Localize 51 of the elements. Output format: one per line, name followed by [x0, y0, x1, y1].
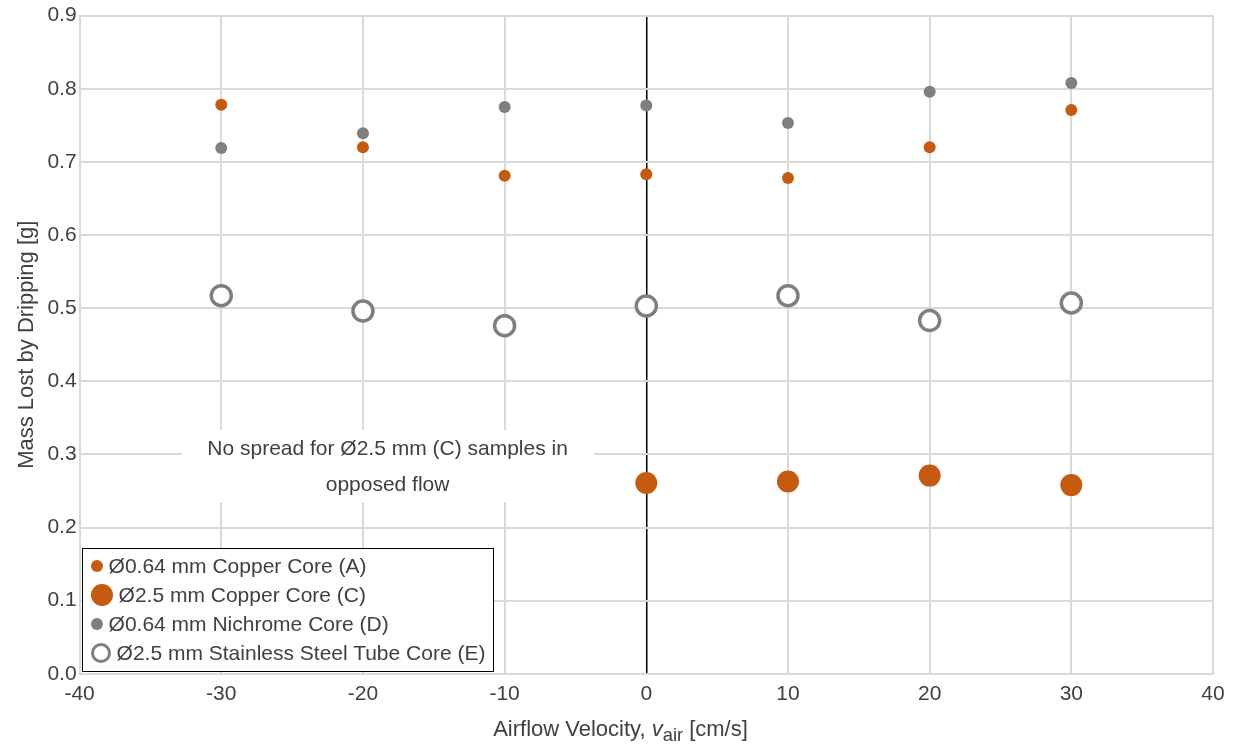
point — [634, 294, 659, 318]
legend-label: Ø0.64 mm Copper Core (A) — [108, 554, 367, 579]
point — [1059, 291, 1084, 315]
x-tick-label: 20 — [917, 681, 942, 705]
point — [635, 471, 658, 494]
y-tick-label: 0.0 — [47, 660, 77, 684]
y-tick-label: 0.2 — [47, 514, 77, 538]
point — [923, 85, 936, 98]
point — [356, 141, 369, 154]
legend-label: Ø0.64 mm Nichrome Core (D) — [108, 612, 389, 637]
point — [776, 283, 800, 308]
x-tick-label: -30 — [206, 681, 237, 705]
x-tick-label: -20 — [347, 681, 379, 705]
point — [498, 169, 511, 182]
x-tick-label: 40 — [1201, 681, 1225, 705]
y-tick-label: 0.1 — [47, 587, 77, 611]
y-tick-label: 0.4 — [47, 368, 77, 392]
point — [492, 313, 517, 338]
x-tick-label: 0 — [640, 681, 653, 705]
point — [918, 464, 941, 487]
point — [781, 117, 794, 130]
point — [781, 171, 794, 184]
point — [923, 141, 936, 154]
x-tick-label: 30 — [1059, 681, 1083, 705]
point — [215, 141, 228, 154]
x-tick-label: -10 — [489, 681, 520, 705]
y-tick-label: 0.5 — [47, 294, 77, 318]
point — [776, 470, 799, 493]
x-tick-label: -40 — [64, 681, 95, 705]
legend-label: Ø2.5 mm Copper Core (C) — [118, 583, 366, 608]
y-tick-label: 0.6 — [47, 221, 77, 245]
y-axis-title: Mass Lost by Dripping [g] — [13, 220, 39, 469]
y-tick-label: 0.7 — [47, 148, 77, 172]
legend-label: Ø2.5 mm Stainless Steel Tube Core (E) — [116, 641, 486, 666]
x-tick-label: 10 — [776, 681, 800, 705]
point — [640, 168, 653, 181]
point — [215, 98, 228, 111]
point — [917, 308, 942, 333]
point — [498, 101, 511, 114]
annotation: No spread for Ø2.5 mm (C) samples in opposed flow — [181, 430, 594, 503]
point — [1065, 76, 1078, 89]
point — [640, 99, 653, 112]
point — [356, 127, 369, 140]
y-tick-label: 0.8 — [47, 75, 77, 99]
x-axis-title: Airflow Velocity, v$_{air}$ [cm/s] — [492, 716, 749, 747]
y-tick-label: 0.3 — [47, 441, 77, 465]
point — [1065, 103, 1078, 116]
point — [1060, 474, 1083, 497]
point — [209, 283, 234, 308]
point — [351, 299, 375, 323]
y-tick-label: 0.9 — [47, 2, 77, 26]
